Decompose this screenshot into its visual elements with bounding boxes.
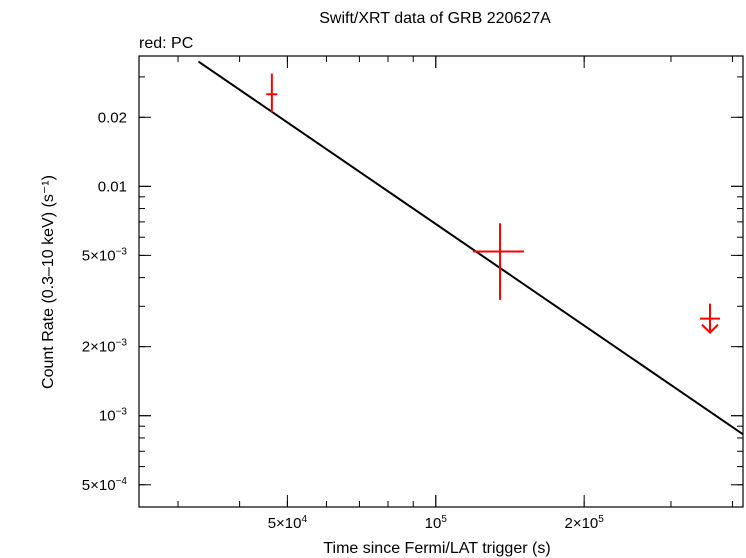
chart-title: Swift/XRT data of GRB 220627A [319,10,551,27]
upper-limit-marker [699,303,720,335]
axis-ticks [139,56,743,508]
chart-subtitle: red: PC [139,35,193,52]
y-tick-label: 0.02 [98,109,127,126]
y-tick-label: 0.01 [98,178,127,195]
data-layer [266,73,720,335]
y-tick-label: 5×10−3 [82,246,128,264]
model-line [197,60,744,436]
y-axis-label: Count Rate (0.3–10 keV) (s⁻¹) [40,175,57,389]
data-point [473,223,525,300]
data-point [266,73,278,113]
y-tick-label: 5×10−4 [82,476,128,494]
plot-frame [138,55,744,508]
x-tick-label: 5×104 [268,514,308,532]
y-tick-label: 2×10−3 [82,338,128,356]
model-layer [197,60,744,436]
upper-limit-arrow [701,323,719,335]
x-tick-label: 105 [425,514,448,532]
tick-labels: 5×104 105 2×105 0.02 0.01 5×10−3 2×10−3 10−3 5×1… [82,109,604,532]
x-tick-label: 2×105 [564,514,604,532]
x-axis-label: Time since Fermi/LAT trigger (s) [323,540,550,557]
y-tick-label: 10−3 [99,407,128,425]
